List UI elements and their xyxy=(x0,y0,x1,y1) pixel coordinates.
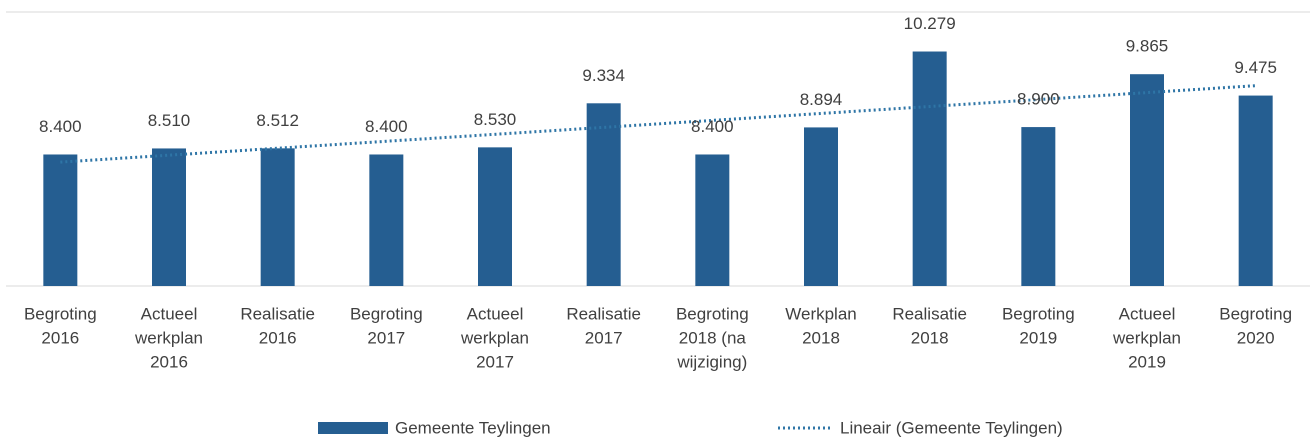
x-tick-label: 2020 xyxy=(1237,328,1275,347)
legend-swatch xyxy=(318,422,388,434)
value-label: 9.334 xyxy=(582,66,625,85)
x-tick-label: Actueel xyxy=(467,304,524,323)
x-tick-label: Realisatie xyxy=(892,304,967,323)
x-tick-label: Actueel xyxy=(141,304,198,323)
x-tick-label: werkplan xyxy=(1112,328,1181,347)
x-tick-label: Realisatie xyxy=(240,304,315,323)
x-tick-label: 2019 xyxy=(1128,352,1166,371)
value-label: 8.512 xyxy=(256,111,299,130)
legend-label: Lineair (Gemeente Teylingen) xyxy=(840,418,1063,437)
x-tick-label: 2018 xyxy=(802,328,840,347)
x-tick-label: Begroting xyxy=(24,304,97,323)
x-tick-label: Begroting xyxy=(676,304,749,323)
bar xyxy=(43,154,78,286)
x-tick-label: 2018 (na xyxy=(679,328,747,347)
value-label: 9.475 xyxy=(1234,58,1277,77)
x-tick-label: 2017 xyxy=(585,328,623,347)
bar xyxy=(1021,127,1056,286)
x-tick-label: Werkplan xyxy=(785,304,857,323)
x-tick-label: 2016 xyxy=(150,352,188,371)
bar xyxy=(586,103,621,286)
bar xyxy=(152,148,186,286)
value-label: 9.865 xyxy=(1126,37,1169,56)
bar xyxy=(478,147,512,286)
x-tick-label: 2019 xyxy=(1019,328,1057,347)
legend-label: Gemeente Teylingen xyxy=(395,418,551,437)
value-label: 8.400 xyxy=(365,117,408,136)
bar xyxy=(912,51,947,286)
bar xyxy=(369,154,404,286)
x-tick-label: wijziging) xyxy=(676,352,747,371)
bar xyxy=(260,148,295,286)
x-tick-label: Actueel xyxy=(1119,304,1176,323)
trendline xyxy=(60,84,1256,164)
x-tick-label: werkplan xyxy=(134,328,203,347)
value-label: 8.510 xyxy=(148,111,191,130)
x-tick-label: Begroting xyxy=(350,304,423,323)
x-tick-label: Realisatie xyxy=(566,304,641,323)
x-tick-label: 2018 xyxy=(911,328,949,347)
value-label: 8.400 xyxy=(39,117,82,136)
x-tick-label: werkplan xyxy=(460,328,529,347)
value-label: 8.400 xyxy=(691,117,734,136)
value-label: 8.894 xyxy=(800,90,843,109)
bar xyxy=(1130,74,1164,286)
x-tick-label: 2016 xyxy=(259,328,297,347)
x-tick-label: Begroting xyxy=(1002,304,1075,323)
value-label: 8.900 xyxy=(1017,90,1060,109)
bar xyxy=(804,127,838,286)
x-tick-label: 2017 xyxy=(367,328,405,347)
bar xyxy=(1238,95,1273,286)
value-label: 10.279 xyxy=(904,14,956,33)
bar xyxy=(695,154,730,286)
x-tick-label: 2017 xyxy=(476,352,514,371)
value-label: 8.530 xyxy=(474,110,517,129)
x-tick-label: 2016 xyxy=(41,328,79,347)
x-tick-label: Begroting xyxy=(1219,304,1292,323)
